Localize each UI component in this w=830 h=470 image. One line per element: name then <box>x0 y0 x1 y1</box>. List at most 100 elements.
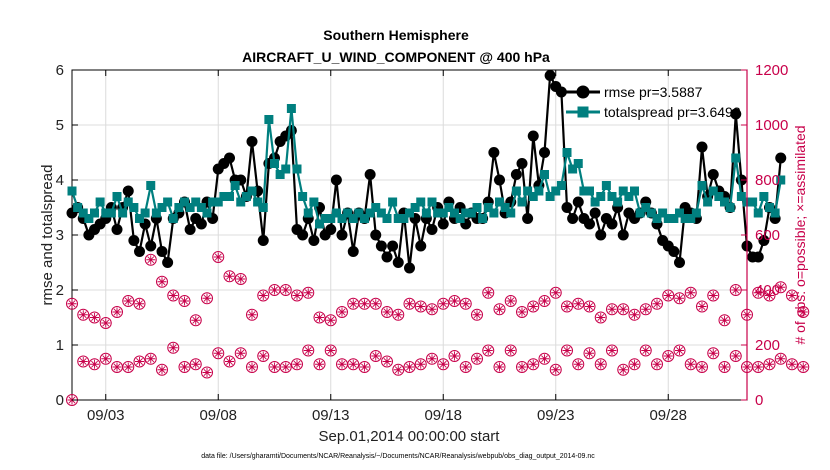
obs-possible-point <box>234 273 247 285</box>
obs-assimilated-point <box>292 359 302 369</box>
obs-possible-point <box>77 355 90 368</box>
totalspread-point <box>303 208 313 218</box>
obs-assimilated-point <box>720 315 729 325</box>
obs-assimilated-point <box>382 307 392 317</box>
obs-assimilated-point <box>236 274 246 284</box>
obs-assimilated-point <box>371 299 381 309</box>
rmse-point <box>561 202 573 213</box>
obs-possible-point <box>223 270 236 283</box>
totalspread-point <box>528 192 538 201</box>
rmse-point <box>730 108 742 120</box>
obs-possible-point <box>291 289 303 302</box>
obs-possible-point <box>707 347 720 360</box>
totalspread-point <box>354 208 364 218</box>
rmse-point <box>145 240 157 252</box>
obs-assimilated-point <box>686 359 696 369</box>
rmse-point <box>510 169 522 180</box>
obs-possible-point <box>561 300 573 313</box>
obs-possible-point <box>257 289 270 302</box>
totalspread-point <box>765 203 774 212</box>
obs-possible-point <box>639 344 652 357</box>
obs-possible-point <box>707 289 720 302</box>
obs-assimilated-point <box>618 304 628 314</box>
totalspread-point <box>770 208 780 218</box>
y-tick-label: 0 <box>56 392 64 409</box>
obs-possible-point <box>673 292 686 305</box>
obs-possible-point <box>381 355 393 368</box>
obs-possible-point <box>66 297 78 310</box>
obs-possible-point <box>752 286 765 299</box>
obs-assimilated-point <box>787 359 797 369</box>
obs-possible-point <box>369 350 382 362</box>
obs-possible-point <box>718 314 731 327</box>
y-tick-label: 3 <box>56 227 64 244</box>
totalspread-point <box>376 208 386 218</box>
obs-possible-point <box>302 286 315 299</box>
totalspread-point <box>534 186 544 196</box>
obs-possible-point <box>313 311 326 324</box>
obs-assimilated-point <box>585 302 594 311</box>
obs-assimilated-point <box>348 359 358 369</box>
totalspread-point <box>663 214 673 223</box>
obs-assimilated-point <box>540 354 549 364</box>
obs-possible-point <box>223 355 236 368</box>
obs-assimilated-point <box>90 313 99 322</box>
axis-ticks: 09/03 09/08 09/13 09/18 09/23 09/28 0 1 2 3 4 5 6 0 20… <box>56 62 789 424</box>
totalspread-point <box>67 186 77 196</box>
obs-assimilated-point <box>573 299 583 309</box>
obs-possible-point <box>279 284 292 296</box>
obs-possible-point <box>527 300 540 313</box>
y-right-tick-label: 1200 <box>755 62 788 79</box>
obs-possible-point <box>88 358 101 371</box>
obs-possible-point <box>459 297 472 310</box>
totalspread-point <box>208 197 218 207</box>
totalspread-point <box>286 104 296 113</box>
obs-assimilated-point <box>472 310 482 320</box>
totalspread-point <box>646 208 656 218</box>
totalspread-point <box>658 208 668 218</box>
obs-possible-point <box>178 361 191 373</box>
x-axis-label: Sep.01,2014 00:00:00 start <box>319 428 501 445</box>
rmse-point <box>297 229 309 241</box>
obs-assimilated-point <box>270 285 279 295</box>
obs-possible-point <box>718 361 731 373</box>
totalspread-point <box>776 175 786 185</box>
obs-assimilated-point <box>191 315 201 325</box>
obs-assimilated-point <box>146 255 156 265</box>
rmse-point <box>595 229 607 241</box>
totalspread-point <box>675 208 684 218</box>
obs-possible-point <box>369 297 382 310</box>
rmse-point <box>285 125 297 136</box>
rmse-point <box>370 229 382 241</box>
x-tick-label: 09/18 <box>424 407 462 424</box>
obs-assimilated-point <box>135 357 144 366</box>
x-tick-label: 09/23 <box>537 407 575 424</box>
obs-possible-point <box>212 347 225 360</box>
totalspread-point <box>309 197 319 207</box>
totalspread-point <box>545 192 555 201</box>
obs-assimilated-point <box>438 359 448 369</box>
obs-assimilated-point <box>360 299 369 309</box>
obs-assimilated-point <box>225 357 234 366</box>
totalspread-point <box>590 197 600 207</box>
obs-possible-point <box>234 347 247 360</box>
obs-possible-point <box>403 297 416 310</box>
y-tick-label: 5 <box>56 117 64 134</box>
y-right-tick-label: 400 <box>755 282 780 299</box>
obs-possible-point <box>774 352 787 365</box>
obs-assimilated-point <box>652 299 662 309</box>
obs-assimilated-point <box>787 291 797 300</box>
totalspread-point <box>753 208 763 218</box>
obs-assimilated-point <box>101 318 111 328</box>
obs-possible-point <box>246 308 258 321</box>
obs-assimilated-point <box>427 304 437 314</box>
totalspread-point <box>585 186 594 196</box>
totalspread-point <box>511 186 521 196</box>
totalspread-point <box>331 208 341 218</box>
totalspread-point <box>686 214 696 223</box>
totalspread-point <box>556 181 566 190</box>
obs-assimilated-point <box>438 299 448 309</box>
totalspread-point <box>433 208 443 218</box>
obs-possible-point <box>324 344 337 357</box>
totalspread-point <box>523 186 533 196</box>
